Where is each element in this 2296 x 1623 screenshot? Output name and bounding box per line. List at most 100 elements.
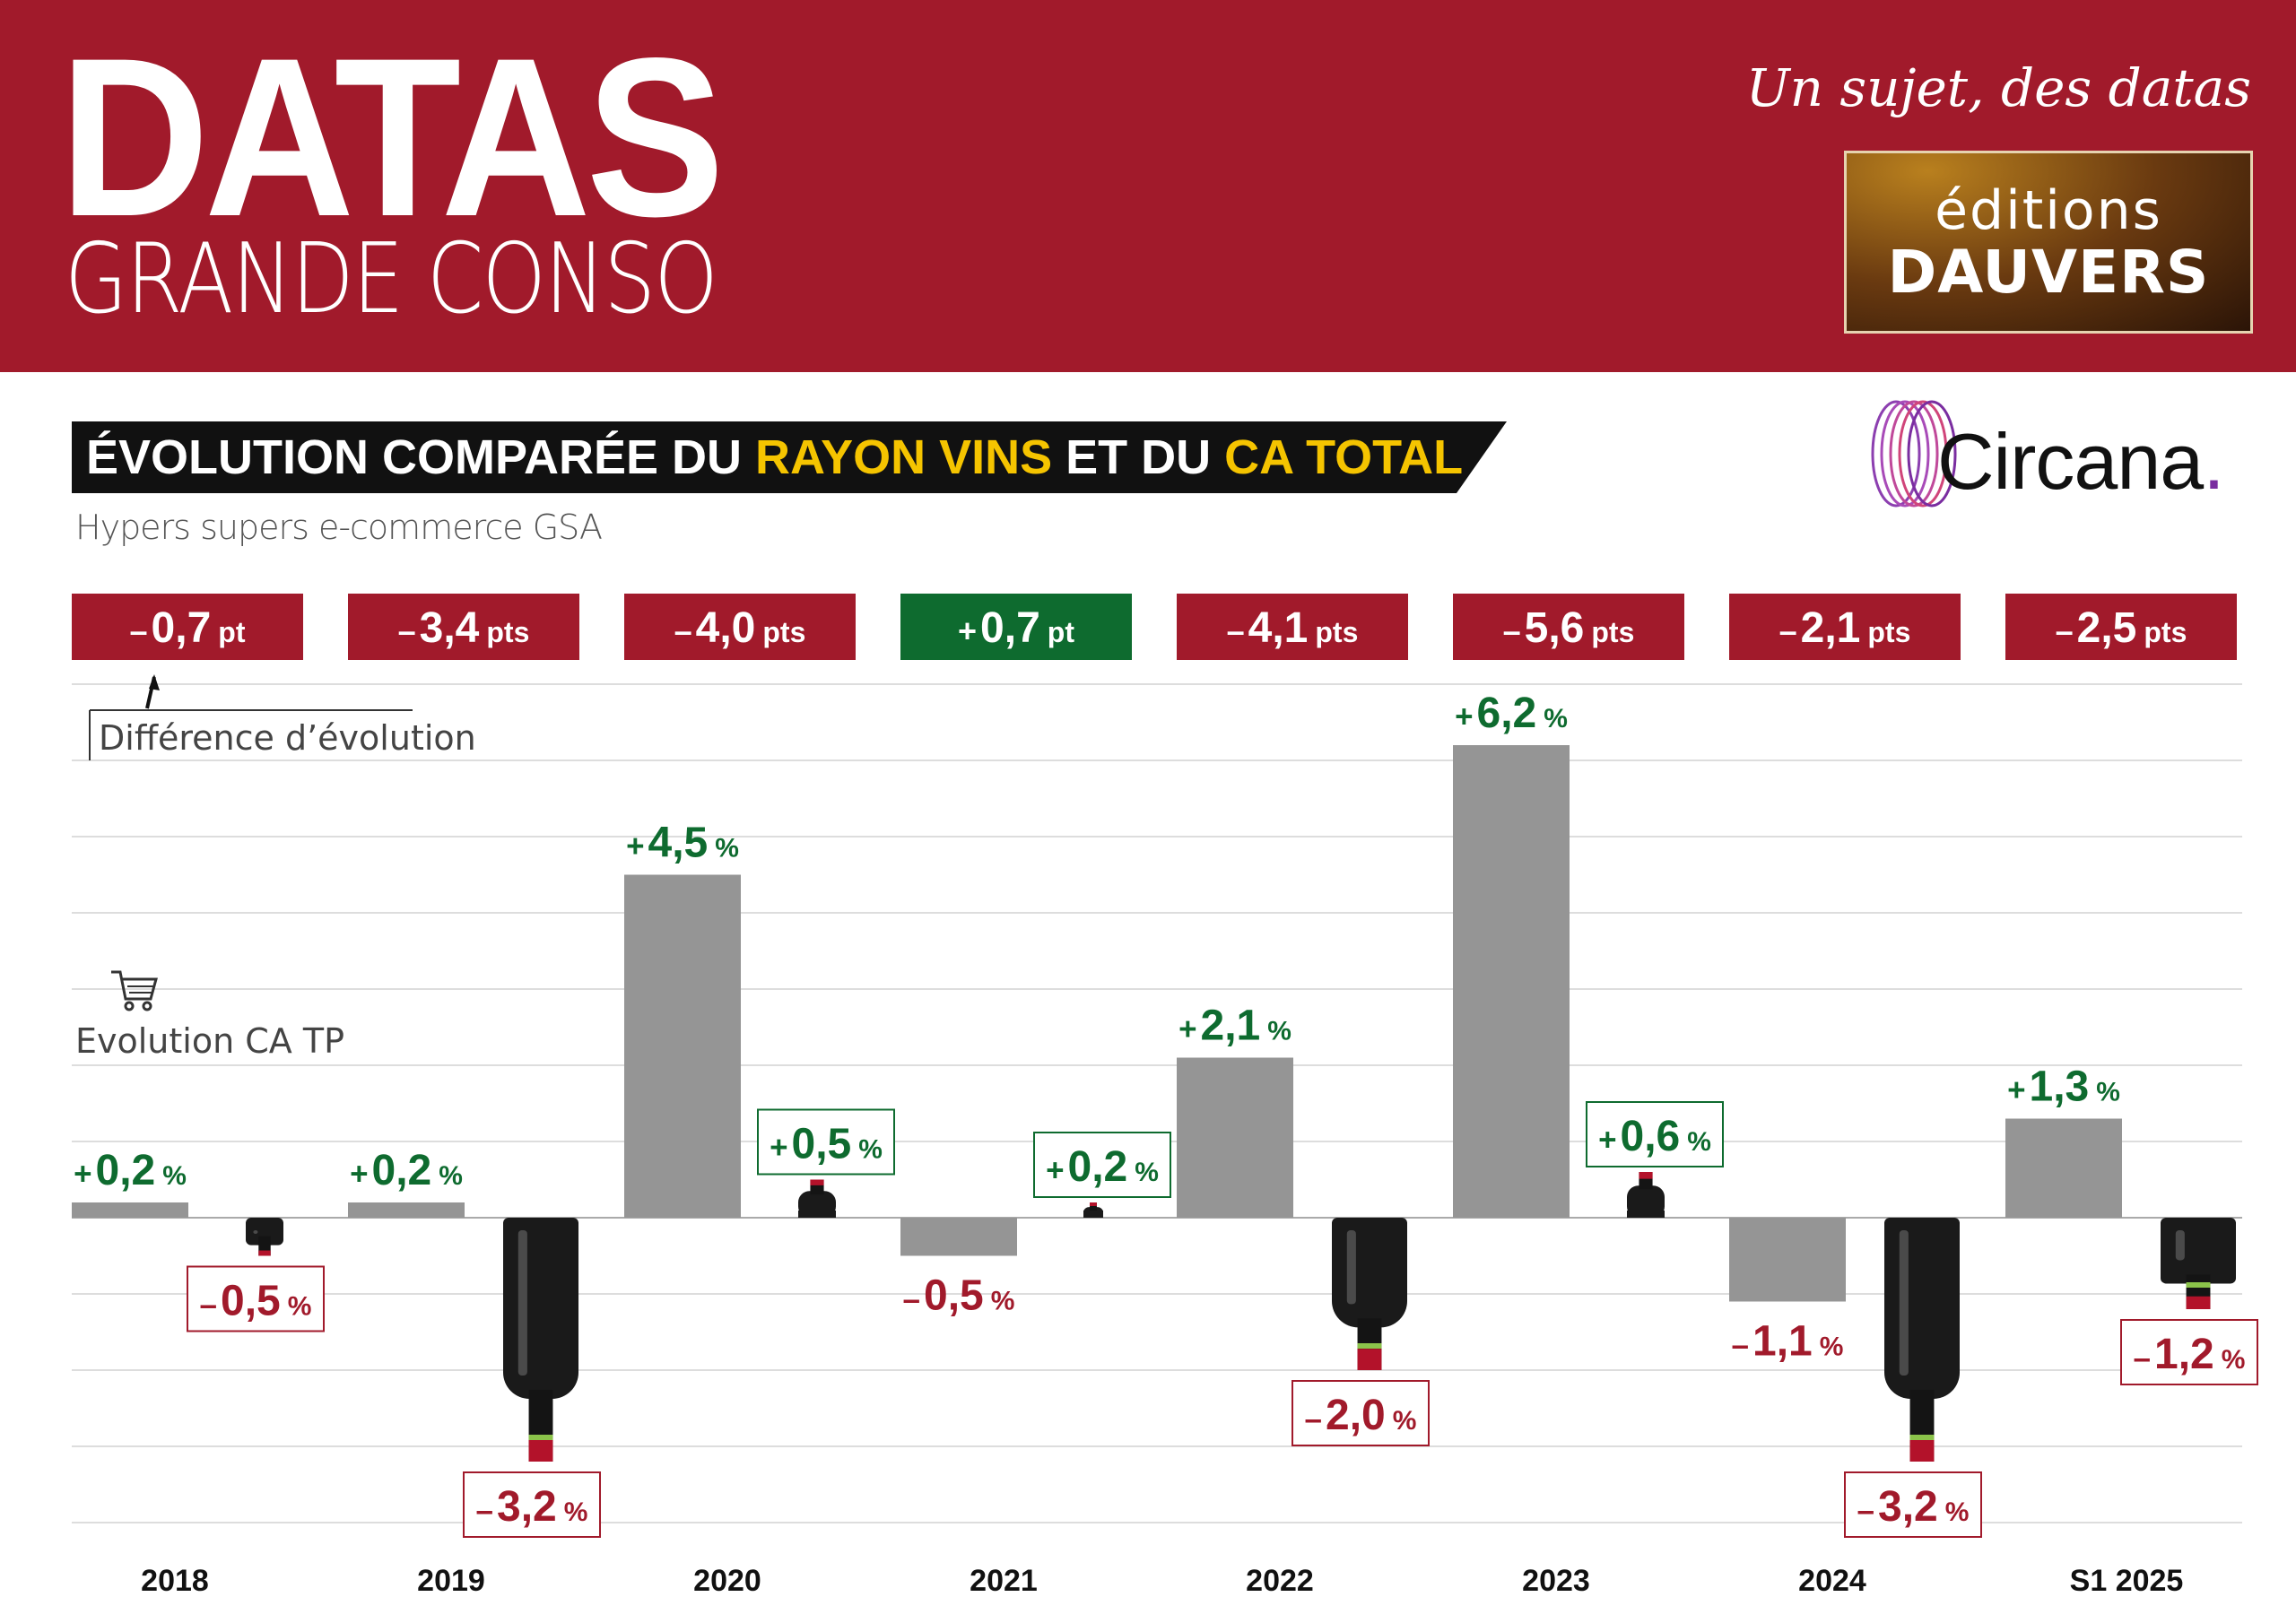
label-unit: %	[1267, 1017, 1292, 1046]
chart-title-text: ÉVOLUTION COMPARÉE DU RAYON VINS ET DU C…	[86, 421, 1463, 493]
chart-title-wine: RAYON VINS	[755, 430, 1053, 484]
wine-value-box	[1586, 1101, 1724, 1167]
label-value: 1,1	[1752, 1318, 1813, 1366]
total-value-label: –1,1%	[1732, 1318, 1844, 1366]
wine-bar-ring	[1357, 1343, 1382, 1349]
label-value: 0,2	[372, 1147, 432, 1194]
wine-bar-ring	[1909, 1435, 1935, 1440]
label-sign: –	[1305, 1402, 1322, 1436]
wine-bottle-icon	[2161, 1218, 2236, 1309]
label-sign: +	[770, 1131, 787, 1166]
label-value: 0,5	[924, 1272, 984, 1320]
label-value: 0,6	[1621, 1113, 1681, 1160]
wine-bar-capsule	[1090, 1202, 1097, 1206]
difference-legend-label: Différence d’évolution	[99, 718, 476, 758]
difference-unit: pts	[762, 616, 805, 648]
wine-bar-base	[246, 1218, 283, 1245]
label-value: 0,5	[792, 1121, 852, 1168]
label-sign: –	[1732, 1328, 1749, 1363]
wine-value-box	[1292, 1380, 1430, 1446]
difference-box	[348, 594, 579, 660]
label-value: 4,5	[648, 820, 709, 867]
label-unit: %	[991, 1287, 1015, 1316]
wine-value-label: –0,5%	[200, 1278, 312, 1325]
category-label: 2021	[970, 1564, 1038, 1598]
difference-sign: –	[674, 612, 692, 649]
label-sign: –	[2134, 1341, 2151, 1376]
brand-title: DATAS	[59, 12, 725, 264]
x-axis: 2018 2019 2020 2021 2022 2023 2024 S1 2025	[141, 1564, 2183, 1598]
difference-box	[72, 594, 303, 660]
difference-box	[1453, 594, 1684, 660]
total-bar	[2005, 1118, 2122, 1218]
total-bar	[348, 1202, 465, 1218]
ca-legend-label: Evolution CA TP	[75, 1021, 344, 1061]
bars-layer	[72, 745, 2236, 1462]
wine-bar-capsule	[1639, 1172, 1653, 1179]
difference-sign: –	[1503, 612, 1521, 649]
wine-value-box	[463, 1471, 601, 1538]
source-name: Circana.	[1937, 416, 2225, 508]
wine-bottle-icon	[1884, 1218, 1960, 1462]
label-value: 6,2	[1477, 690, 1537, 737]
wine-bottle-icon	[246, 1218, 283, 1256]
total-bar	[1453, 745, 1570, 1218]
chart-title-part1: ÉVOLUTION COMPARÉE DU	[86, 430, 756, 484]
label-value: 1,3	[2030, 1063, 2090, 1111]
difference-sign: –	[2056, 612, 2074, 649]
category-label: 2024	[1798, 1564, 1866, 1598]
wine-bottle-icon	[1332, 1218, 1407, 1370]
label-sign: –	[476, 1493, 493, 1528]
label-unit: %	[715, 834, 739, 864]
legend-pointer-head	[149, 674, 160, 690]
difference-box	[900, 594, 1132, 660]
label-value: 3,2	[497, 1483, 557, 1531]
label-unit: %	[162, 1161, 187, 1191]
wine-bar-ring	[2186, 1282, 2211, 1288]
header-banner: DATAS GRANDE CONSO Un sujet, des datas é…	[0, 0, 2296, 372]
difference-row: –0,7 pt –3,4 pts –4,0 pts +0,7 pt –4,1 pts –5,6 pts…	[72, 594, 2237, 660]
wine-value-box	[187, 1265, 325, 1332]
wine-bar-base	[2161, 1218, 2236, 1284]
wine-value-label: +0,5%	[770, 1121, 883, 1168]
label-sign: –	[903, 1282, 920, 1317]
difference-label: –0,7 pt	[130, 604, 246, 652]
wine-bottle-icon	[1627, 1172, 1665, 1218]
label-sign: +	[74, 1157, 91, 1192]
difference-label: –2,1 pts	[1779, 604, 1911, 652]
difference-label: +0,7 pt	[958, 604, 1074, 652]
label-unit: %	[858, 1135, 883, 1165]
publisher-logo: éditions DAUVERS	[1844, 151, 2253, 334]
total-bar	[900, 1218, 1017, 1256]
publisher-line1: éditions	[1935, 179, 2162, 242]
difference-unit: pts	[1591, 616, 1634, 648]
total-value-label: +6,2%	[1455, 690, 1568, 737]
tagline: Un sujet, des datas	[1745, 57, 2251, 118]
label-unit: %	[1544, 704, 1568, 733]
difference-value: 2,1	[1801, 604, 1861, 652]
category-label: 2018	[141, 1564, 209, 1598]
wine-bar-capsule	[2186, 1296, 2211, 1309]
wine-bar-highlight	[517, 1230, 527, 1376]
difference-value: 4,1	[1248, 604, 1309, 652]
wine-bottle-icon	[1083, 1202, 1103, 1218]
category-label: 2019	[417, 1564, 485, 1598]
wine-value-box	[1033, 1132, 1171, 1198]
difference-box	[2005, 594, 2237, 660]
total-value-label: +2,1%	[1178, 1002, 1292, 1050]
difference-sign: –	[130, 612, 148, 649]
difference-sign: –	[1227, 612, 1245, 649]
label-value: 3,2	[1878, 1483, 1938, 1531]
label-value: 2,1	[1201, 1002, 1261, 1050]
wine-bottle-icon	[798, 1179, 836, 1218]
wine-bar-neck	[1090, 1202, 1097, 1211]
difference-unit: pts	[486, 616, 529, 648]
wine-bar-capsule	[528, 1438, 553, 1462]
wine-bar-base	[503, 1218, 578, 1293]
chart-subtitle: Hypers supers e-commerce GSA	[75, 508, 603, 547]
label-sign: –	[200, 1288, 217, 1323]
label-unit: %	[1945, 1497, 1970, 1527]
category-label: 2023	[1522, 1564, 1590, 1598]
total-bar	[1729, 1218, 1846, 1302]
